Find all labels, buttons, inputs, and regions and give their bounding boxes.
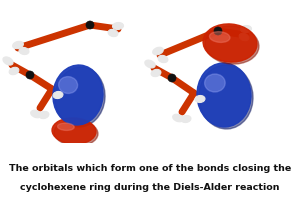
Text: cyclohexene ring during the Diels-Alder reaction: cyclohexene ring during the Diels-Alder … bbox=[20, 183, 280, 192]
Ellipse shape bbox=[31, 110, 41, 118]
Text: The orbitals which form one of the bonds closing the: The orbitals which form one of the bonds… bbox=[9, 164, 291, 173]
Ellipse shape bbox=[241, 25, 251, 33]
Ellipse shape bbox=[58, 77, 78, 93]
Ellipse shape bbox=[39, 111, 49, 119]
Ellipse shape bbox=[55, 67, 105, 127]
Ellipse shape bbox=[53, 65, 103, 125]
Ellipse shape bbox=[54, 120, 98, 146]
Ellipse shape bbox=[195, 95, 205, 103]
Ellipse shape bbox=[58, 123, 74, 130]
Ellipse shape bbox=[151, 69, 161, 77]
Ellipse shape bbox=[108, 29, 118, 37]
Ellipse shape bbox=[181, 115, 191, 123]
Ellipse shape bbox=[239, 33, 249, 41]
Ellipse shape bbox=[86, 21, 94, 29]
Ellipse shape bbox=[3, 57, 13, 65]
Ellipse shape bbox=[205, 74, 225, 92]
Ellipse shape bbox=[205, 26, 259, 64]
Ellipse shape bbox=[145, 60, 155, 68]
Ellipse shape bbox=[112, 22, 124, 30]
Ellipse shape bbox=[19, 47, 29, 55]
Ellipse shape bbox=[209, 32, 230, 42]
Ellipse shape bbox=[153, 47, 163, 55]
Ellipse shape bbox=[168, 74, 176, 82]
Ellipse shape bbox=[214, 27, 222, 35]
Ellipse shape bbox=[13, 41, 23, 49]
Ellipse shape bbox=[197, 63, 251, 127]
Ellipse shape bbox=[52, 118, 96, 144]
Ellipse shape bbox=[53, 91, 63, 99]
Ellipse shape bbox=[173, 114, 183, 122]
Ellipse shape bbox=[158, 55, 168, 63]
Ellipse shape bbox=[26, 71, 34, 79]
Ellipse shape bbox=[203, 24, 257, 62]
Ellipse shape bbox=[9, 67, 19, 75]
Ellipse shape bbox=[199, 65, 253, 129]
